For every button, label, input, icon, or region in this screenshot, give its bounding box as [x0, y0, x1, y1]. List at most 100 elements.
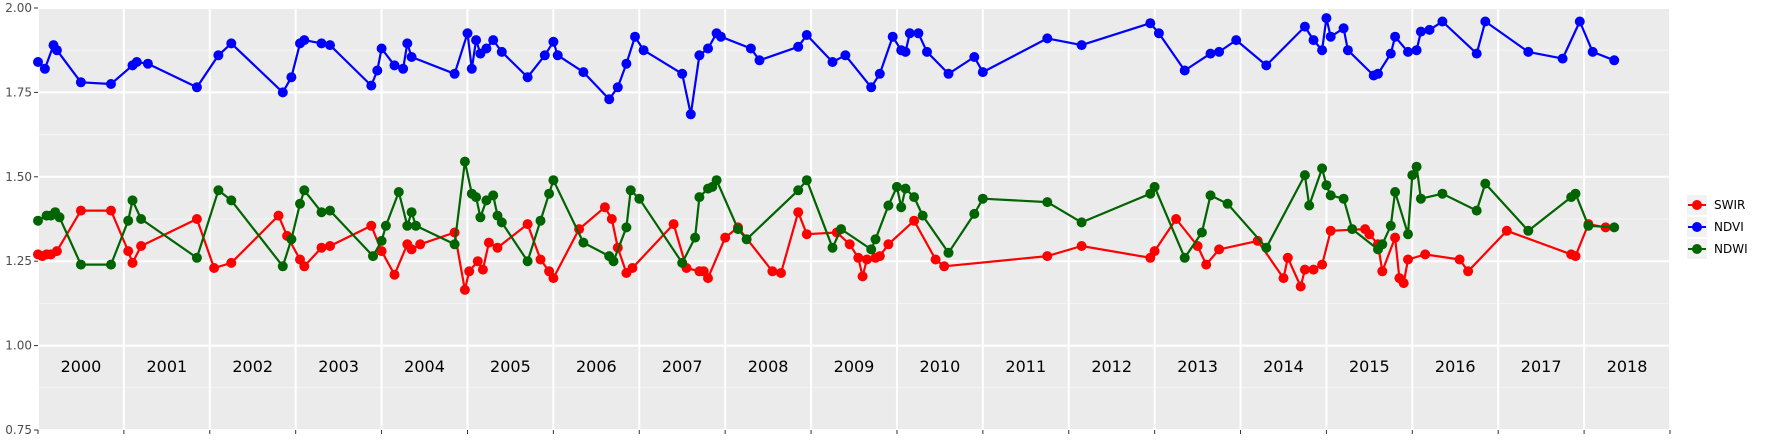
data-point-ndwi	[544, 188, 555, 199]
data-point-ndvi	[840, 50, 851, 61]
data-point-ndwi	[578, 237, 589, 248]
data-point-ndwi	[295, 198, 305, 209]
data-point-ndwi	[410, 220, 421, 231]
data-point-ndwi	[625, 185, 636, 196]
data-point-swir	[909, 215, 920, 226]
data-point-ndwi	[33, 215, 43, 226]
data-point-ndwi	[1205, 190, 1216, 201]
y-tick-label: 0.75	[5, 423, 32, 437]
data-point-swir	[793, 207, 804, 218]
data-point-ndvi	[142, 58, 153, 69]
data-point-ndwi	[1523, 225, 1534, 236]
data-point-ndvi	[1179, 65, 1190, 76]
data-point-ndwi	[376, 235, 387, 246]
data-point-ndwi	[548, 175, 559, 186]
data-point-ndwi	[1390, 187, 1401, 197]
data-point-ndvi	[578, 67, 589, 78]
data-point-ndvi	[612, 82, 623, 93]
data-point-ndvi	[51, 45, 62, 56]
data-point-swir	[861, 254, 872, 265]
data-point-swir	[1325, 225, 1336, 236]
data-point-ndvi	[904, 28, 915, 39]
data-point-ndvi	[1609, 55, 1620, 66]
data-point-ndwi	[801, 175, 812, 186]
data-point-swir	[1295, 281, 1306, 292]
data-point-ndwi	[711, 175, 722, 186]
data-point-ndvi	[1390, 31, 1401, 42]
data-point-ndvi	[1415, 26, 1426, 37]
legend-label: NDWI	[1714, 242, 1748, 256]
data-point-ndwi	[213, 185, 224, 196]
data-point-swir	[1278, 273, 1289, 284]
data-point-ndwi	[54, 212, 65, 223]
data-point-swir	[389, 269, 400, 280]
data-point-swir	[75, 205, 86, 216]
data-point-ndwi	[917, 210, 928, 221]
data-point-ndvi	[1076, 40, 1087, 51]
data-point-swir	[51, 246, 62, 257]
data-point-ndvi	[548, 36, 559, 47]
data-point-ndvi	[131, 57, 142, 67]
data-point-swir	[226, 257, 237, 268]
data-point-ndvi	[977, 67, 988, 78]
data-point-ndwi	[1411, 161, 1422, 172]
year-label: 2000	[61, 357, 102, 376]
year-label: 2012	[1091, 357, 1132, 376]
data-point-ndwi	[896, 202, 907, 213]
data-point-ndvi	[402, 38, 413, 49]
data-point-ndvi	[39, 63, 50, 74]
data-point-ndvi	[1325, 31, 1336, 42]
data-point-ndvi	[316, 38, 327, 49]
data-point-ndwi	[1583, 220, 1594, 231]
year-label: 2011	[1005, 357, 1046, 376]
data-point-ndwi	[891, 181, 902, 192]
data-point-ndvi	[286, 72, 297, 83]
series-ndvi	[33, 13, 1620, 120]
data-point-ndwi	[488, 190, 499, 201]
data-point-ndwi	[1377, 239, 1388, 250]
data-point-ndwi	[741, 234, 752, 245]
data-point-ndwi	[1347, 224, 1358, 235]
data-point-ndvi	[449, 68, 460, 79]
data-point-ndwi	[449, 239, 460, 250]
data-point-ndvi	[1042, 33, 1053, 44]
x-axis	[37, 430, 1671, 434]
data-point-ndwi	[1385, 220, 1396, 231]
data-point-ndwi	[136, 214, 147, 224]
data-point-ndvi	[969, 52, 980, 62]
data-point-ndwi	[1407, 170, 1418, 181]
data-point-swir	[1076, 241, 1087, 251]
data-point-swir	[1463, 266, 1474, 277]
year-label: 2005	[490, 357, 531, 376]
data-point-ndvi	[913, 28, 924, 39]
data-point-ndvi	[1214, 46, 1225, 57]
data-point-ndvi	[213, 50, 224, 61]
data-point-ndwi	[299, 185, 310, 196]
data-point-ndvi	[191, 82, 202, 93]
data-point-swir	[1403, 254, 1413, 265]
data-point-ndvi	[1437, 16, 1448, 27]
data-point-swir	[874, 251, 885, 262]
data-point-swir	[366, 220, 377, 231]
data-point-ndwi	[1299, 170, 1310, 181]
data-point-swir	[191, 214, 202, 224]
data-point-ndvi	[1261, 60, 1272, 71]
data-point-ndvi	[1403, 46, 1413, 57]
data-point-ndvi	[1523, 46, 1534, 57]
data-point-ndvi	[481, 43, 492, 54]
data-point-ndvi	[1411, 45, 1422, 56]
data-point-swir	[627, 263, 638, 273]
year-label: 2006	[576, 357, 617, 376]
legend-label: SWIR	[1714, 198, 1745, 212]
data-point-ndvi	[630, 31, 640, 42]
data-point-ndvi	[372, 65, 383, 76]
data-point-swir	[1171, 214, 1182, 224]
legend-label: NDVI	[1714, 220, 1744, 234]
data-point-ndvi	[1574, 16, 1585, 27]
data-point-ndvi	[325, 40, 335, 51]
data-point-ndvi	[703, 43, 713, 54]
data-point-ndwi	[191, 252, 202, 263]
y-tick-label: 1.75	[5, 85, 32, 99]
data-point-ndvi	[496, 46, 507, 57]
data-point-swir	[668, 219, 679, 230]
